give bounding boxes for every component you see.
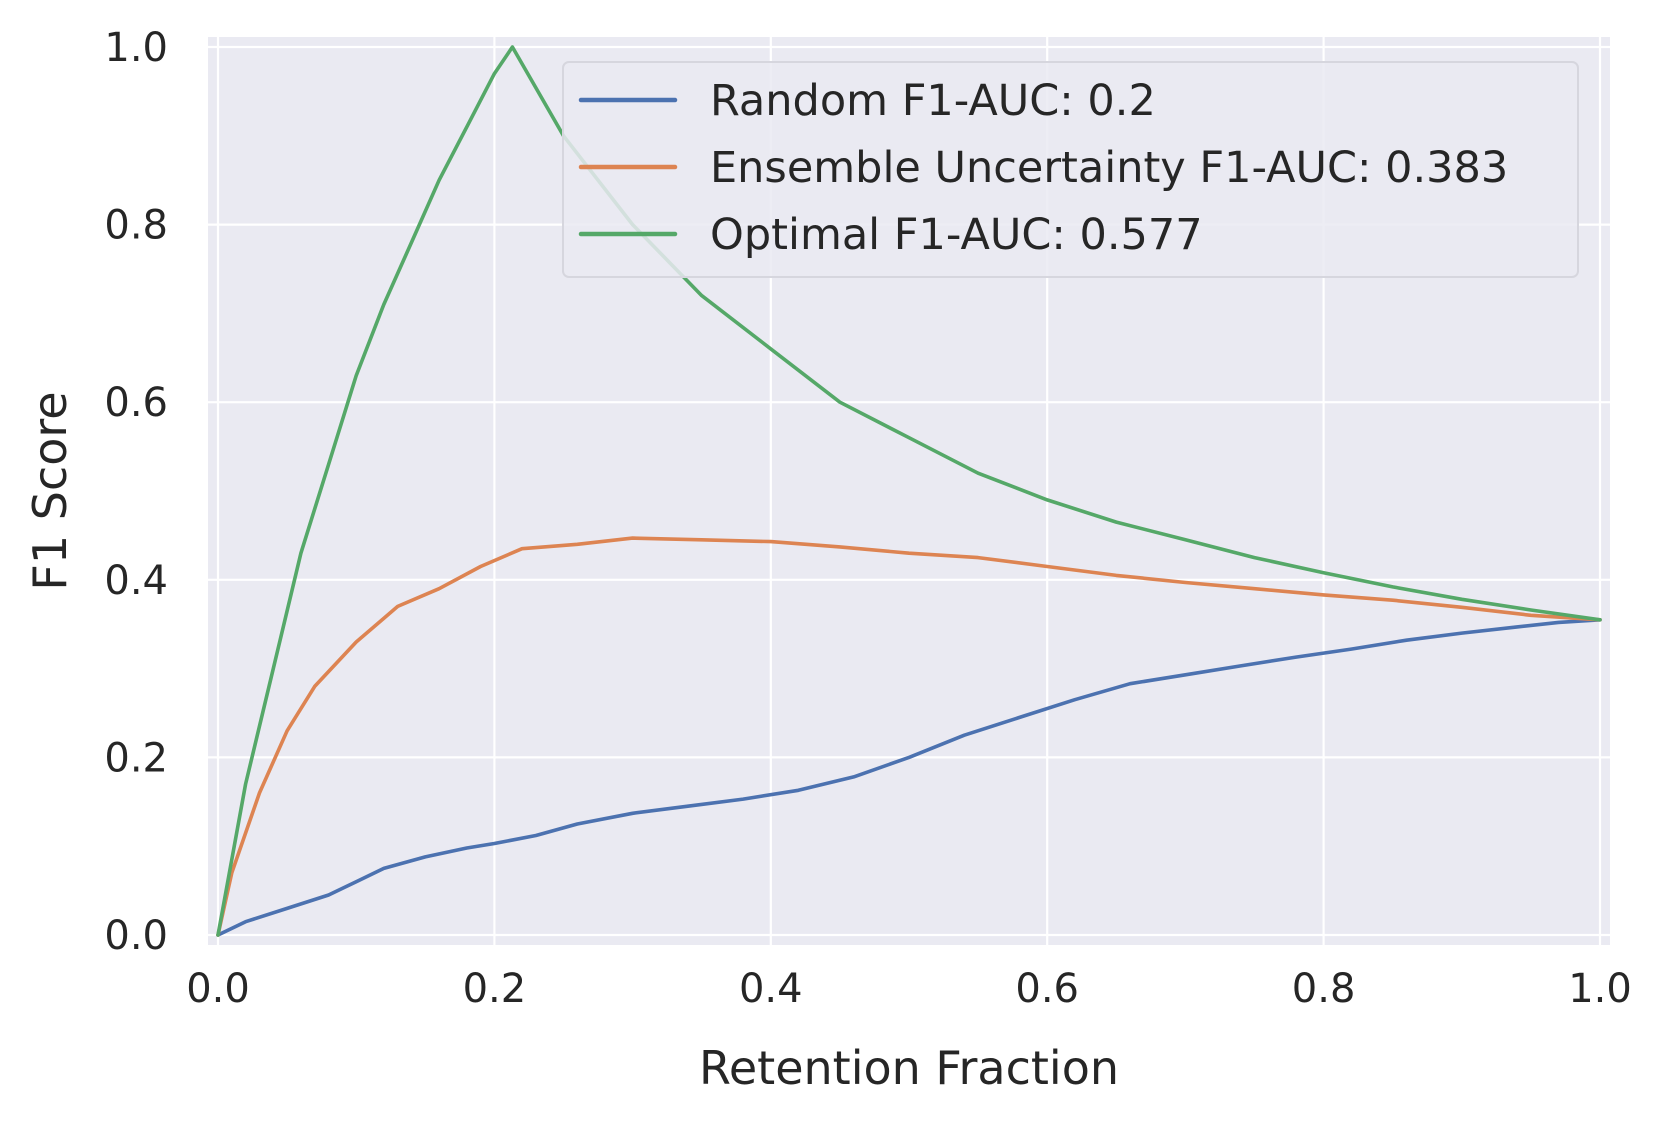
series-line-1 <box>216 618 1602 937</box>
x-tick-label: 0.2 <box>463 966 527 1012</box>
x-tick-labels: 0.0 0.2 0.4 0.6 0.8 1.0 <box>186 966 1632 1012</box>
x-tick-label: 0.0 <box>186 966 250 1012</box>
x-tick-label: 0.6 <box>1015 966 1079 1012</box>
y-tick-labels: 0.0 0.2 0.4 0.6 0.8 1.0 <box>104 25 168 959</box>
y-axis-label: F1 Score <box>23 391 77 590</box>
legend-box <box>562 61 1579 278</box>
y-tick-label: 0.2 <box>104 735 168 781</box>
y-tick-label: 0.6 <box>104 380 168 426</box>
x-tick-label: 0.4 <box>739 966 803 1012</box>
y-tick-label: 0.8 <box>104 203 168 249</box>
legend: Random F1-AUC: 0.2 Ensemble Uncertainty F… <box>562 61 1579 278</box>
legend-entry: Random F1-AUC: 0.2 <box>710 76 1156 126</box>
x-tick-label: 1.0 <box>1568 966 1632 1012</box>
y-tick-label: 0.4 <box>104 558 168 604</box>
y-tick-label: 0.0 <box>104 913 168 959</box>
legend-entry: Optimal F1-AUC: 0.577 <box>710 210 1203 260</box>
y-tick-label: 1.0 <box>104 25 168 71</box>
x-tick-label: 0.8 <box>1292 966 1356 1012</box>
legend-items: Random F1-AUC: 0.2 Ensemble Uncertainty F… <box>578 76 1508 260</box>
series-line-2 <box>216 536 1602 937</box>
legend-entry: Ensemble Uncertainty F1-AUC: 0.383 <box>710 143 1508 193</box>
x-axis-label: Retention Fraction <box>699 1041 1119 1095</box>
